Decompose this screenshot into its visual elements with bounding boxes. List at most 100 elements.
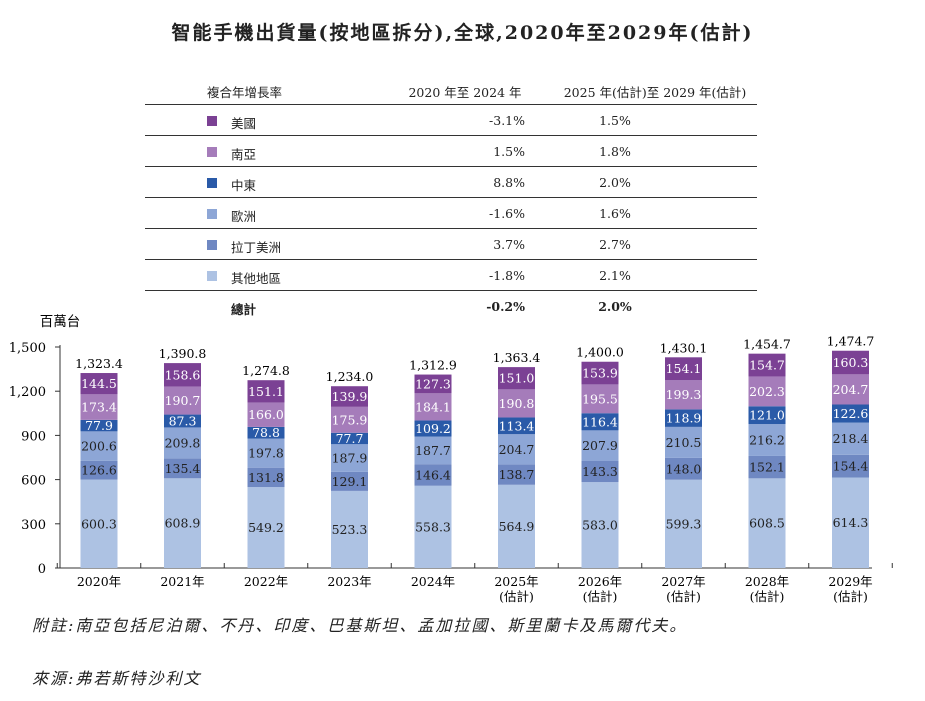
data-label: 207.9 (582, 438, 618, 453)
bar-segment (581, 413, 619, 431)
bar-segment (80, 460, 118, 480)
bar-segment (80, 394, 118, 420)
bar-segment (414, 464, 452, 486)
bar-segment (414, 436, 452, 465)
bar-segment (414, 420, 452, 437)
data-label: 190.8 (499, 396, 535, 411)
x-tick-label: 2026年 (578, 574, 622, 589)
legend-swatch (207, 240, 217, 250)
bar-segment (665, 426, 702, 458)
data-label: 113.4 (499, 418, 535, 433)
total-label: 1,274.8 (242, 363, 290, 378)
total-a: -0.2% (486, 299, 525, 314)
bar-segment (164, 386, 201, 415)
cagr-2020-2024: -3.1% (489, 113, 525, 128)
bar-segment (247, 438, 285, 468)
cagr-2025-2029: 2.1% (599, 268, 631, 283)
bar-segment (832, 374, 869, 405)
x-tick-label: (估計) (833, 589, 868, 604)
x-tick-label: (估計) (666, 589, 701, 604)
bar-segment (80, 373, 118, 395)
bar-segment (581, 430, 619, 461)
data-label: 564.9 (499, 519, 535, 534)
bar-segment (498, 417, 535, 435)
x-tick-label: 2022年 (244, 574, 288, 589)
bar-segment (498, 367, 535, 390)
data-label: 549.2 (248, 520, 284, 535)
data-label: 78.8 (252, 425, 280, 440)
bar-segment (331, 444, 368, 472)
bar-segment (247, 426, 285, 439)
table-row: 歐洲 -1.6% 1.6% (145, 198, 757, 229)
x-tick-label: (估計) (750, 589, 785, 604)
x-tick-label: 2025年 (494, 574, 538, 589)
data-label: 139.9 (332, 389, 368, 404)
bar-segment (581, 384, 619, 414)
region-label: 歐洲 (231, 209, 257, 224)
table-row: 南亞 1.5% 1.8% (145, 136, 757, 167)
bar-segment (247, 380, 285, 403)
bar-segment (748, 406, 786, 425)
bar-segment (748, 376, 786, 407)
region-label: 其他地區 (231, 271, 282, 286)
cagr-2020-2024: 8.8% (493, 175, 525, 190)
legend-swatch (207, 147, 217, 157)
bar-segment (331, 490, 368, 568)
total-label: 1,400.0 (576, 345, 624, 360)
bar-segment (748, 455, 786, 479)
region-label: 拉丁美洲 (231, 240, 282, 255)
data-label: 146.4 (415, 467, 451, 482)
y-tick-label: 900 (21, 429, 46, 444)
bar-segment (414, 485, 452, 568)
cagr-2020-2024: -1.6% (489, 206, 525, 221)
data-label: 204.7 (499, 442, 535, 457)
legend-swatch (207, 116, 217, 126)
data-label: 187.7 (415, 443, 451, 458)
bar-segment (748, 478, 786, 568)
data-label: 160.3 (833, 355, 869, 370)
data-label: 118.9 (666, 411, 702, 426)
bar-segment (748, 353, 786, 377)
data-label: 138.7 (499, 467, 535, 482)
y-tick-label: 600 (21, 474, 46, 489)
bar-segment (80, 479, 118, 568)
data-label: 77.9 (85, 418, 113, 433)
data-label: 152.1 (749, 460, 785, 475)
total-label: 1,312.9 (409, 358, 457, 373)
cagr-2025-2029: 1.5% (599, 113, 631, 128)
chart-title: 智能手機出貨量(按地區拆分),全球,2020年至2029年(估計) (171, 22, 754, 44)
bar-segment (832, 404, 869, 423)
data-label: 129.1 (332, 474, 368, 489)
bar-segment (581, 460, 619, 483)
data-label: 209.8 (165, 435, 201, 450)
x-tick-label: 2020年 (77, 574, 121, 589)
x-tick-label: 2028年 (745, 574, 789, 589)
data-label: 175.9 (332, 412, 368, 427)
data-label: 608.5 (749, 516, 785, 531)
bar-segment (414, 374, 452, 394)
y-tick-label: 0 (38, 562, 46, 577)
bar-segment (331, 406, 368, 433)
data-label: 135.4 (165, 461, 201, 476)
data-label: 200.6 (81, 439, 117, 454)
bar-segment (832, 477, 869, 568)
y-axis-label: 百萬台 (40, 314, 81, 330)
bar-segment (247, 402, 285, 427)
data-label: 122.6 (833, 406, 869, 421)
bar-segment (832, 422, 869, 455)
bar-segment (164, 458, 201, 479)
y-tick-label: 1,200 (9, 385, 46, 400)
total-label: 1,390.8 (159, 346, 207, 361)
x-tick-label: (估計) (583, 589, 618, 604)
region-label: 中東 (231, 178, 257, 193)
bar-segment (498, 434, 535, 465)
bar-segment (164, 414, 201, 428)
bar-segment (414, 393, 452, 421)
bar-segment (80, 431, 118, 461)
data-label: 210.5 (666, 435, 702, 450)
region-label: 南亞 (231, 147, 257, 162)
data-label: 87.3 (169, 413, 197, 428)
x-tick-label: 2027年 (661, 574, 705, 589)
total-label: 總計 (231, 302, 257, 317)
